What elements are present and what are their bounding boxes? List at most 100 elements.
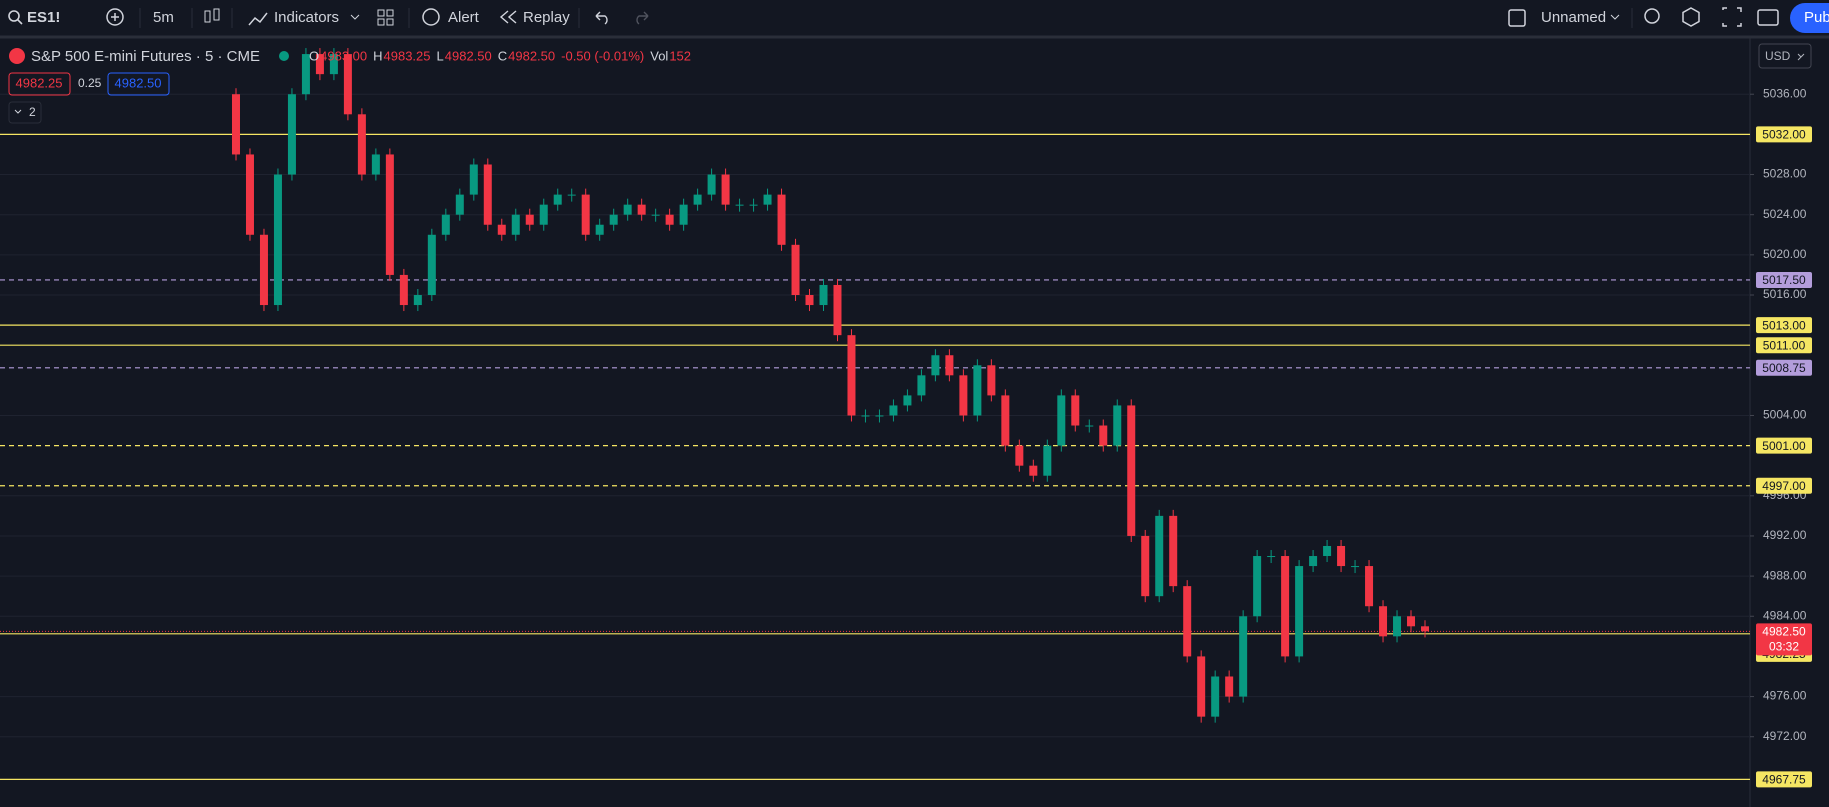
alert-button[interactable]: Alert <box>422 8 480 26</box>
y-tick-label: 4972.00 <box>1763 729 1807 743</box>
legend-volume: 152 <box>669 48 691 63</box>
candle <box>1393 616 1402 637</box>
level-label-box <box>1756 771 1812 788</box>
y-tick-label: 5028.00 <box>1763 167 1807 181</box>
candle <box>1015 445 1024 466</box>
y-tick-label: 5020.00 <box>1763 247 1807 261</box>
y-tick-label: 4984.00 <box>1763 608 1807 622</box>
candle <box>833 284 842 336</box>
candle <box>1169 515 1178 587</box>
chevron <box>1610 14 1620 20</box>
legend-close-key: C <box>498 48 507 63</box>
candle <box>595 224 604 235</box>
level-label-box <box>1756 477 1812 494</box>
ask-price: 4982.50 <box>115 75 162 90</box>
candle <box>959 375 968 416</box>
candle <box>973 365 982 416</box>
indicators-icon <box>248 12 268 26</box>
candle <box>665 214 674 225</box>
levels <box>0 133 1750 780</box>
candle <box>1309 556 1318 567</box>
symbol-search[interactable]: ES1! <box>8 9 60 26</box>
candle <box>1267 556 1276 558</box>
replay-button[interactable]: Replay <box>499 9 570 26</box>
chart-type-button[interactable] <box>204 8 220 23</box>
layouts-button[interactable] <box>377 9 394 26</box>
candle-icon <box>204 10 211 23</box>
quick-search-button[interactable] <box>1644 8 1660 24</box>
level-label-box <box>1756 337 1812 354</box>
countdown: 03:32 <box>1769 639 1799 653</box>
buy-box[interactable] <box>107 72 170 96</box>
legend-change: -0.50 (-0.01%) <box>561 48 644 63</box>
candle <box>1379 606 1388 637</box>
last-price-label: 4982.50 <box>1762 624 1806 638</box>
candle <box>931 355 940 376</box>
price-labels: 5032.00 5017.50 5013.00 5011.00 5008.75 5001.… <box>1756 126 1812 788</box>
candle <box>679 204 688 225</box>
layout-checkbox[interactable] <box>1508 9 1526 27</box>
candle <box>1085 425 1094 427</box>
level-label: 5032.00 <box>1762 128 1806 142</box>
currency-chevron <box>1797 53 1805 61</box>
legend-open: 4983.00 <box>320 48 367 63</box>
indicators-button[interactable]: Indicators <box>248 9 360 26</box>
alert-label: Alert <box>448 9 480 26</box>
currency-button[interactable] <box>1758 43 1812 69</box>
candle <box>1407 616 1416 627</box>
undo-button[interactable] <box>595 11 608 25</box>
y-tick-label: 5024.00 <box>1763 207 1807 221</box>
candle <box>1337 545 1346 567</box>
candle <box>399 274 408 306</box>
grid-icon <box>386 9 394 17</box>
layout-name[interactable]: Unnamed <box>1541 9 1606 26</box>
candle <box>623 204 632 215</box>
candle <box>1099 425 1108 446</box>
symbol: ES1! <box>27 9 60 26</box>
fullscreen-button[interactable] <box>1722 7 1742 27</box>
candle <box>1155 515 1164 597</box>
publish-button[interactable] <box>1790 3 1829 33</box>
redo-button[interactable] <box>636 11 649 25</box>
candle <box>273 174 282 306</box>
candle <box>1127 405 1136 536</box>
legend-high: 4983.25 <box>384 48 431 63</box>
candle <box>819 284 828 306</box>
candle <box>1141 535 1150 597</box>
candle <box>889 405 898 416</box>
candle <box>791 244 800 296</box>
candle <box>357 114 366 175</box>
collapse-button[interactable] <box>8 101 42 124</box>
candle <box>805 295 814 306</box>
currency: USD <box>1765 49 1791 63</box>
candle <box>1253 556 1262 617</box>
compare-button[interactable] <box>106 8 124 26</box>
sell-box[interactable] <box>8 72 71 96</box>
level-label-box <box>1756 126 1812 143</box>
candle <box>1295 566 1304 657</box>
candle <box>721 174 730 205</box>
candle <box>441 214 450 235</box>
y-tick-label: 4992.00 <box>1763 528 1807 542</box>
y-tick-label: 5016.00 <box>1763 287 1807 301</box>
candle <box>371 154 380 175</box>
candle <box>1001 395 1010 446</box>
plus-icon-cross <box>111 13 119 21</box>
legend-low: 4982.50 <box>445 48 492 63</box>
indicators-label: Indicators <box>274 9 339 26</box>
candle <box>287 94 296 175</box>
candle <box>539 204 548 225</box>
interval[interactable]: 5m <box>153 9 174 26</box>
legend-high-key: H <box>373 48 382 63</box>
candle <box>1183 586 1192 657</box>
candle <box>581 194 590 235</box>
chevron <box>350 14 360 20</box>
candle <box>637 204 646 215</box>
replay-label: Replay <box>523 9 570 26</box>
candle <box>707 174 716 195</box>
candle <box>609 214 618 225</box>
candle <box>1365 566 1374 607</box>
snapshot-button[interactable] <box>1757 9 1779 26</box>
settings-button[interactable] <box>1682 7 1700 27</box>
candle <box>651 214 660 216</box>
